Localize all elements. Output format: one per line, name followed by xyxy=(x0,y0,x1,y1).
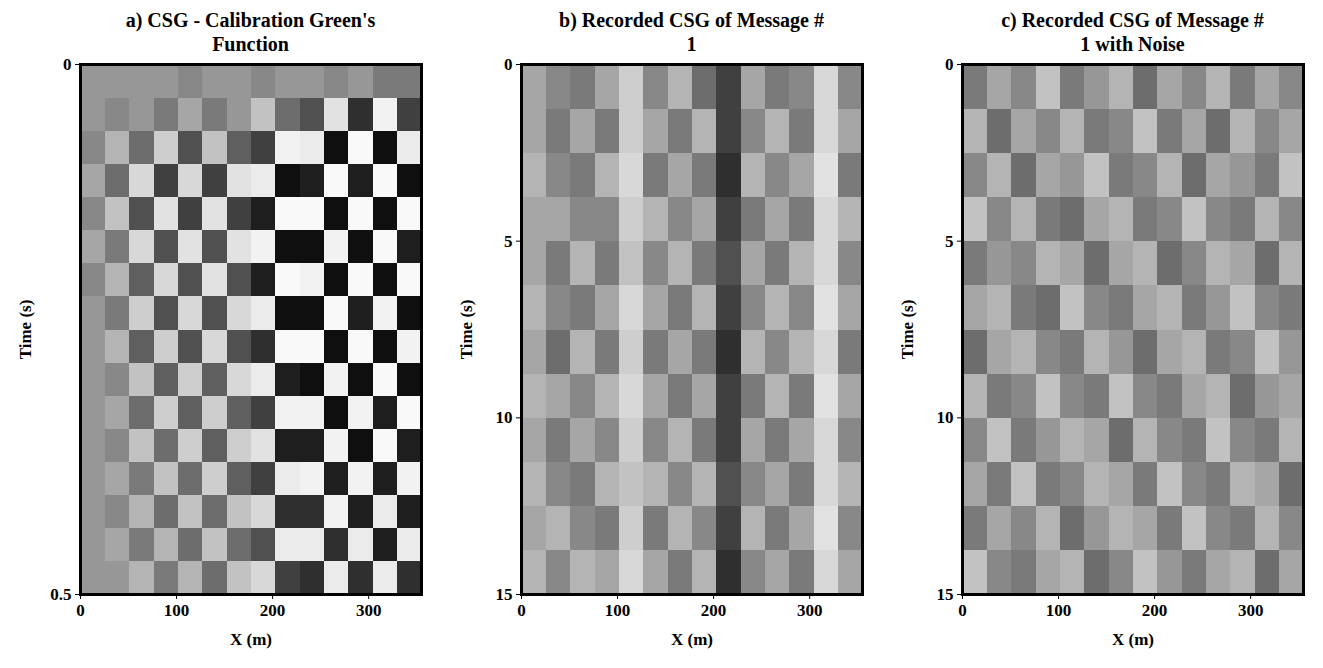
svg-text:0: 0 xyxy=(945,56,954,74)
svg-text:200: 200 xyxy=(701,601,727,620)
svg-text:300: 300 xyxy=(1238,601,1264,620)
svg-text:0: 0 xyxy=(504,56,513,74)
svg-text:10: 10 xyxy=(937,408,954,427)
svg-text:100: 100 xyxy=(164,601,190,620)
svg-text:Time (s): Time (s) xyxy=(457,300,476,360)
svg-text:X (m): X (m) xyxy=(671,630,713,649)
svg-text:10: 10 xyxy=(496,408,513,427)
svg-text:X (m): X (m) xyxy=(230,630,272,649)
svg-text:5: 5 xyxy=(945,232,954,251)
html-text:c) Recorded CSG of Message # 1: c) Recorded CSG of Message # 1 with Nois… xyxy=(1001,9,1264,55)
svg-text:15: 15 xyxy=(496,585,513,604)
svg-text:0: 0 xyxy=(76,601,85,620)
svg-text:300: 300 xyxy=(356,601,382,620)
svg-text:0.5: 0.5 xyxy=(50,585,71,604)
html-text:b) Recorded CSG of Message # 1: b) Recorded CSG of Message # 1 xyxy=(559,9,824,55)
svg-text:300: 300 xyxy=(797,601,823,620)
svg-text:0: 0 xyxy=(517,601,526,620)
svg-text:Time (s): Time (s) xyxy=(898,300,917,360)
svg-text:5: 5 xyxy=(504,232,513,251)
svg-text:100: 100 xyxy=(1046,601,1072,620)
svg-text:X (m): X (m) xyxy=(1112,630,1154,649)
svg-text:0: 0 xyxy=(63,56,72,74)
svg-text:15: 15 xyxy=(937,585,954,604)
svg-text:100: 100 xyxy=(605,601,631,620)
svg-text:Time (s): Time (s) xyxy=(16,300,35,360)
svg-text:0: 0 xyxy=(958,601,967,620)
svg-text:200: 200 xyxy=(260,601,286,620)
html-text:a) CSG - Calibration Green's F: a) CSG - Calibration Green's Function xyxy=(125,9,376,55)
svg-text:200: 200 xyxy=(1142,601,1168,620)
